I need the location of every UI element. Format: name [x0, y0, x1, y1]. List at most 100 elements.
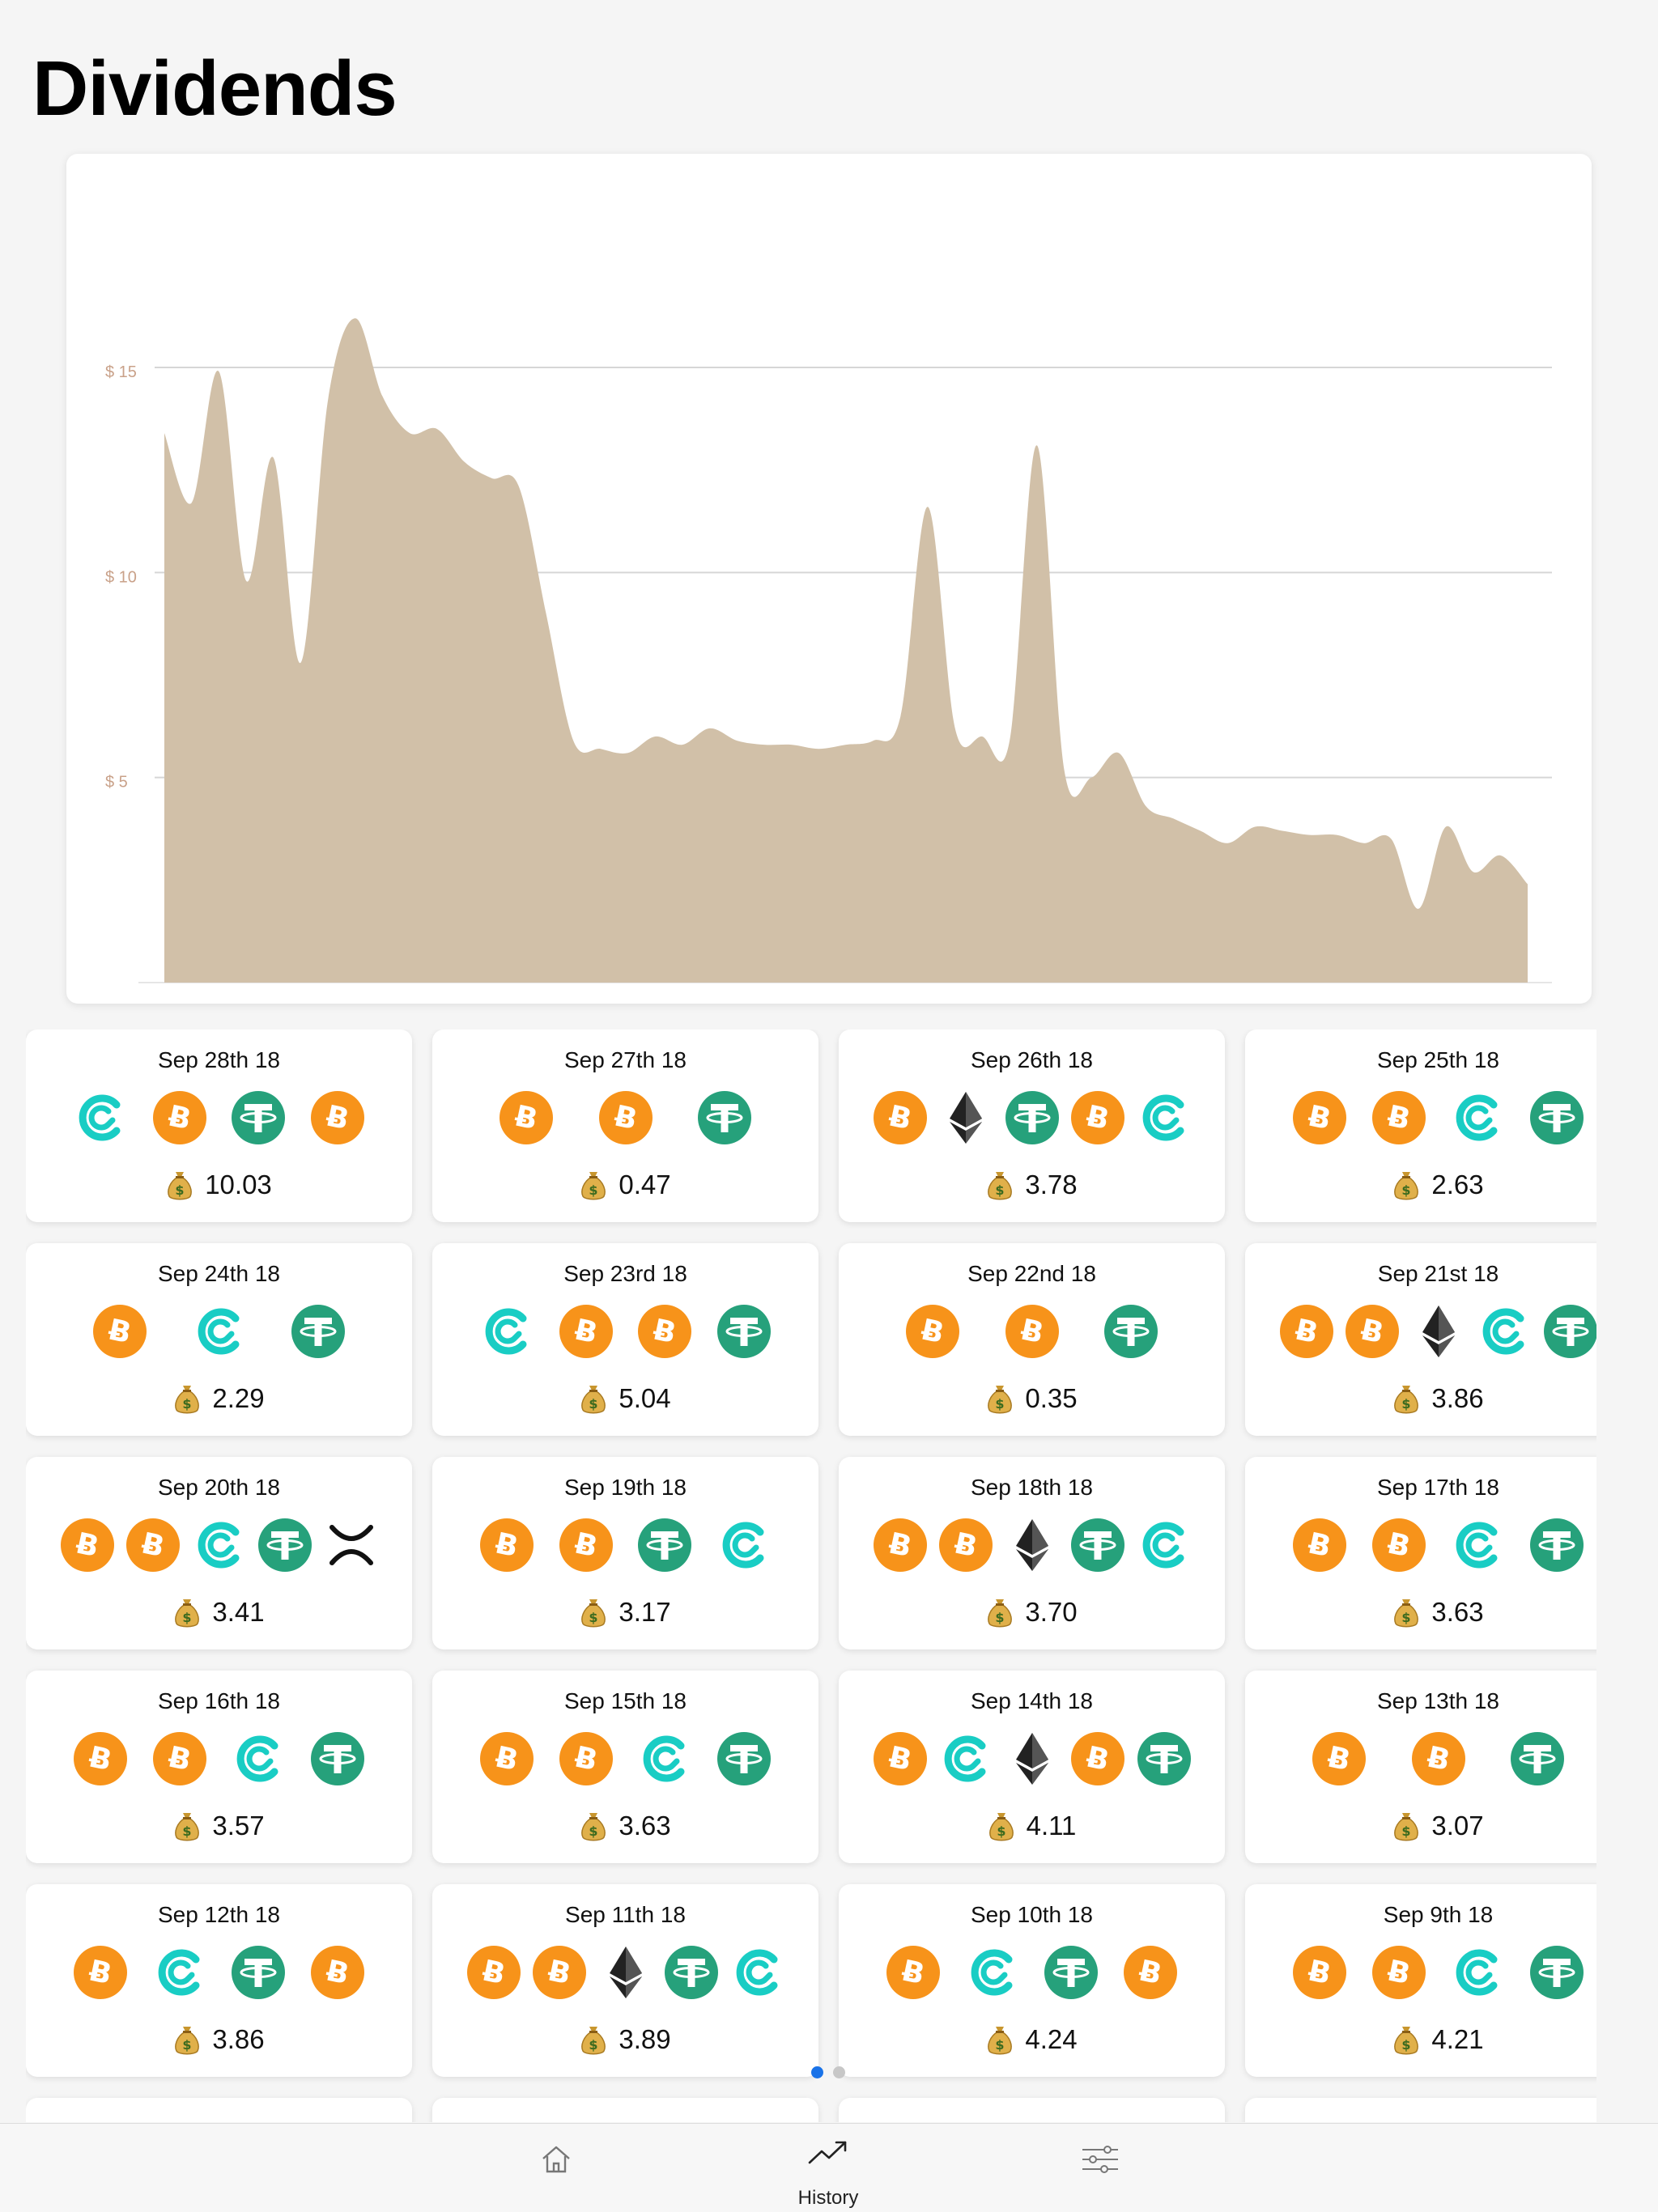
page-indicator[interactable] [811, 2066, 845, 2078]
dividend-card[interactable]: Sep 25th 18 Ƀ Ƀ $2.63 [1245, 1030, 1596, 1222]
svg-text:$: $ [1402, 2037, 1411, 2053]
dividend-card[interactable]: Sep 11th 18 Ƀ Ƀ $3.89 [432, 1884, 818, 2077]
cred-icon [971, 1949, 1013, 1996]
dividend-card[interactable]: Sep 17th 18 Ƀ Ƀ $3.63 [1245, 1457, 1596, 1649]
bitcoin-icon: Ƀ [533, 1946, 586, 1999]
dividend-card[interactable]: Sep 24th 18 Ƀ $2.29 [26, 1243, 412, 1436]
dividend-card[interactable]: Sep 20th 18 Ƀ Ƀ $3.41 [26, 1457, 412, 1649]
tab-home[interactable] [475, 2124, 637, 2212]
money-bag-icon: $ [581, 2027, 606, 2055]
bitcoin-icon: Ƀ [1071, 1732, 1124, 1785]
tether-icon [311, 1732, 365, 1785]
dividend-card[interactable]: Sep 23rd 18 Ƀ Ƀ $5.04 [432, 1243, 818, 1436]
dividend-card[interactable]: Sep 22nd 18 Ƀ Ƀ $0.35 [839, 1243, 1225, 1436]
cred-icon [1456, 1522, 1498, 1569]
cred-icon [198, 1522, 239, 1569]
bitcoin-icon: Ƀ [1292, 1518, 1346, 1572]
dividend-amount: 5.04 [619, 1383, 671, 1413]
bitcoin-icon: Ƀ [152, 1732, 206, 1785]
dividends-chart: $ 5 $ 10 $ 15 [66, 154, 1592, 1004]
bitcoin-icon: Ƀ [598, 1091, 653, 1144]
dividend-card-partial[interactable] [1245, 2098, 1596, 2122]
dividend-card[interactable]: Sep 28th 18 Ƀ Ƀ $10.03 [26, 1030, 412, 1222]
svg-text:$: $ [176, 1182, 185, 1198]
sliders-icon [1082, 2146, 1118, 2173]
bitcoin-icon: Ƀ [1292, 1946, 1346, 1999]
tether-icon [1044, 1946, 1099, 1999]
cred-icon [1482, 1308, 1524, 1355]
dividend-amount: 3.17 [619, 1597, 671, 1627]
dividend-card[interactable]: Sep 21st 18 Ƀ Ƀ $3.86 [1245, 1243, 1596, 1436]
dividend-card[interactable]: Sep 15th 18 Ƀ Ƀ $3.63 [432, 1671, 818, 1863]
svg-text:$: $ [183, 1824, 192, 1839]
dividend-date: Sep 21st 18 [1377, 1261, 1499, 1286]
money-bag-icon: $ [1394, 2027, 1419, 2055]
page-dot[interactable] [833, 2066, 845, 2078]
bitcoin-icon: Ƀ [1371, 1091, 1426, 1144]
bitcoin-icon: Ƀ [1279, 1305, 1333, 1358]
bitcoin-icon: Ƀ [886, 1946, 940, 1999]
page-dot[interactable] [811, 2066, 823, 2078]
money-bag-icon: $ [581, 1386, 606, 1414]
money-bag-icon: $ [581, 1599, 606, 1628]
dividend-amount-row: $3.07 [1245, 1810, 1596, 1842]
tether-icon [1530, 1091, 1584, 1144]
dividend-amount-row: $10.03 [26, 1169, 412, 1201]
svg-text:$: $ [589, 1182, 598, 1198]
tab-history[interactable]: History [747, 2124, 909, 2212]
chart-svg: $ 5 $ 10 $ 15 [105, 318, 1552, 983]
dividend-amount-row: $3.86 [1245, 1382, 1596, 1415]
svg-text:$: $ [183, 1610, 192, 1625]
dividend-date: Sep 14th 18 [970, 1688, 1094, 1713]
dividend-amount: 4.24 [1025, 2024, 1078, 2054]
dividend-card[interactable]: Sep 27th 18 Ƀ Ƀ $0.47 [432, 1030, 818, 1222]
dividend-card-partial[interactable] [26, 2098, 412, 2122]
dividend-date: Sep 17th 18 [1376, 1475, 1500, 1500]
ethereum-icon [1015, 1519, 1048, 1571]
dividend-card[interactable]: Sep 9th 18 Ƀ Ƀ $4.21 [1245, 1884, 1596, 2077]
dividend-card[interactable]: Sep 16th 18 Ƀ Ƀ $3.57 [26, 1671, 412, 1863]
dividend-amount: 4.21 [1431, 2024, 1484, 2054]
dividend-amount-row: $3.63 [1245, 1596, 1596, 1628]
dividend-card[interactable]: Sep 19th 18 Ƀ Ƀ $3.17 [432, 1457, 818, 1649]
dividend-amount-row: $3.17 [432, 1596, 818, 1628]
dividend-card-partial[interactable] [839, 2098, 1225, 2122]
dividend-amount: 3.78 [1025, 1170, 1078, 1199]
svg-text:$: $ [997, 1824, 1005, 1839]
dividend-date: Sep 28th 18 [157, 1047, 281, 1072]
cred-icon [722, 1522, 764, 1569]
dividend-card-partial[interactable] [432, 2098, 818, 2122]
tab-settings[interactable] [1019, 2124, 1181, 2212]
dividend-card[interactable]: Sep 26th 18 Ƀ Ƀ $3.78 [839, 1030, 1225, 1222]
bitcoin-icon: Ƀ [93, 1305, 147, 1358]
dividend-area [164, 318, 1528, 983]
dividend-card[interactable]: Sep 14th 18 Ƀ Ƀ $4.11 [839, 1671, 1225, 1863]
svg-text:$: $ [1402, 1610, 1411, 1625]
dividend-amount: 3.63 [619, 1811, 671, 1841]
bitcoin-icon: Ƀ [1371, 1518, 1426, 1572]
dividend-date: Sep 10th 18 [970, 1902, 1094, 1927]
dividend-date: Sep 19th 18 [563, 1475, 687, 1500]
money-bag-icon: $ [581, 1172, 606, 1200]
dividend-card[interactable]: Sep 18th 18 Ƀ Ƀ $3.70 [839, 1457, 1225, 1649]
dividend-card[interactable]: Sep 12th 18 Ƀ Ƀ $3.86 [26, 1884, 412, 2077]
dividend-amount-row: $3.89 [432, 2023, 818, 2056]
cred-icon [237, 1735, 278, 1782]
dividend-date: Sep 22nd 18 [967, 1261, 1096, 1286]
dividend-amount-row: $0.47 [432, 1169, 818, 1201]
money-bag-icon: $ [1394, 1599, 1419, 1628]
money-bag-icon: $ [168, 1172, 193, 1200]
money-bag-icon: $ [988, 1172, 1013, 1200]
money-bag-icon: $ [581, 1813, 606, 1841]
cred-icon [1142, 1522, 1184, 1569]
dividend-card[interactable]: Sep 13th 18 Ƀ Ƀ $3.07 [1245, 1671, 1596, 1863]
dividend-card[interactable]: Sep 10th 18 Ƀ Ƀ $4.24 [839, 1884, 1225, 2077]
svg-text:$: $ [996, 2037, 1005, 2053]
y-tick-label: $ 10 [105, 568, 137, 586]
